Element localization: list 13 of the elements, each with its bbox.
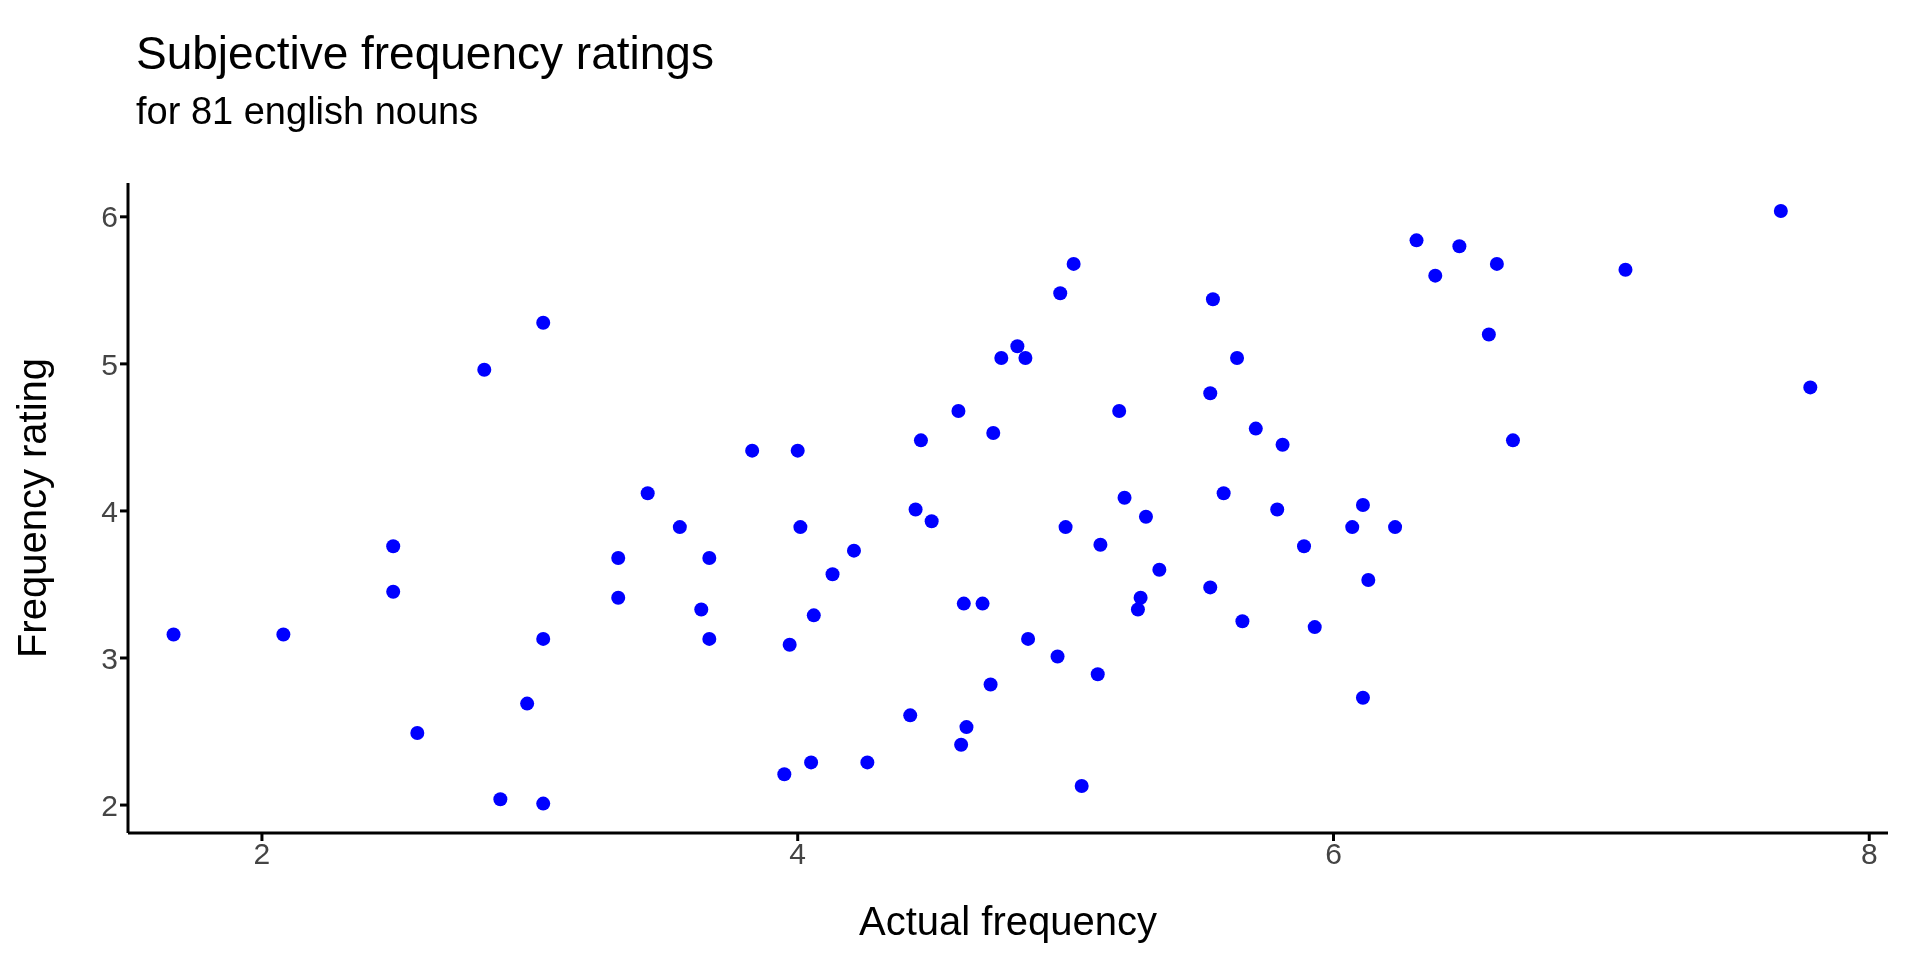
y-tick-label: 4 [101, 494, 118, 528]
y-tick-label: 6 [101, 200, 118, 234]
y-axis-title: Frequency rating [10, 357, 55, 659]
y-tick-label: 2 [101, 788, 118, 822]
chart-subtitle: for 81 english nouns [136, 90, 480, 133]
y-tick-label: 5 [101, 347, 118, 381]
x-axis-title: Actual frequency [859, 899, 1157, 943]
x-tick-label: 8 [1860, 837, 1878, 871]
x-tick-label: 2 [253, 837, 271, 871]
y-tick-label: 3 [101, 641, 118, 675]
x-tick-label: 4 [789, 837, 807, 871]
chart-title: Subjective frequency ratings [136, 26, 715, 80]
x-tick-label: 6 [1325, 837, 1342, 871]
